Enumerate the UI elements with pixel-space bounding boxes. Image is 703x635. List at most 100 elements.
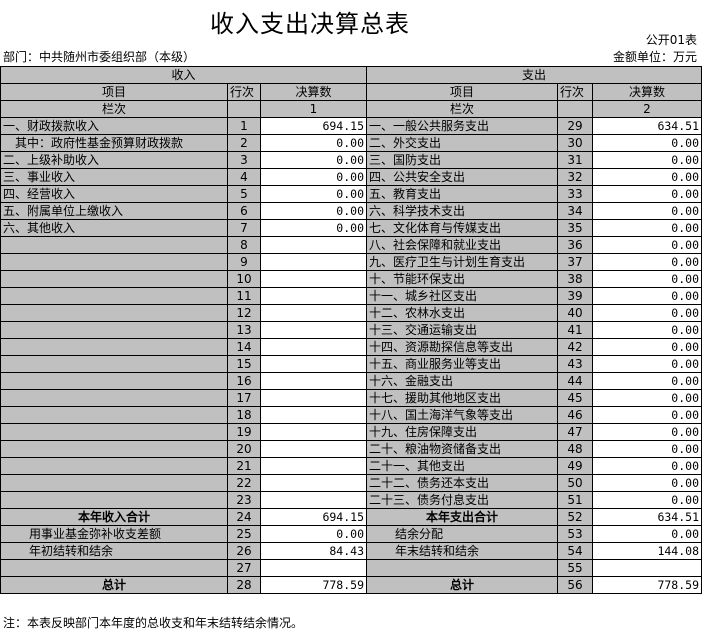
table-row: 六、其他收入 7 0.00 七、文化体育与传媒支出 35 0.00 — [0, 219, 702, 237]
expense-amount: 0.00 — [592, 202, 702, 220]
income-row-no: 24 — [227, 508, 261, 526]
table-row: 13 十三、交通运输支出 41 0.00 — [0, 321, 702, 339]
income-item — [0, 389, 228, 407]
income-amount — [260, 355, 367, 373]
income-row-no: 16 — [227, 372, 261, 390]
expense-item: 十、节能环保支出 — [366, 270, 558, 288]
income-row-no: 6 — [227, 202, 261, 220]
income-row-no: 18 — [227, 406, 261, 424]
department: 部门：中共随州市委组织部（本级） — [3, 50, 196, 64]
expense-amount: 0.00 — [592, 423, 702, 441]
income-row-no: 5 — [227, 185, 261, 203]
income-row-no: 28 — [227, 576, 261, 594]
income-item-header: 项目 — [0, 83, 228, 101]
income-item: 总计 — [0, 576, 228, 594]
table-row: 10 十、节能环保支出 38 0.00 — [0, 270, 702, 288]
table-row: 用事业基金弥补收支差额 25 0.00 结余分配 53 0.00 — [0, 525, 702, 543]
expense-amount: 778.59 — [592, 576, 702, 594]
income-row-no: 22 — [227, 474, 261, 492]
table-row: 27 55 — [0, 559, 702, 577]
income-amount-header: 决算数 — [260, 83, 367, 101]
expense-row-no: 36 — [557, 236, 593, 254]
expense-amount: 0.00 — [592, 457, 702, 475]
table-row: 21 二十一、其他支出 49 0.00 — [0, 457, 702, 475]
income-amount: 84.43 — [260, 542, 367, 560]
expense-amount: 0.00 — [592, 321, 702, 339]
expense-row-no: 52 — [557, 508, 593, 526]
expense-amount: 0.00 — [592, 270, 702, 288]
income-row-no: 20 — [227, 440, 261, 458]
empty-cell — [227, 100, 261, 118]
column-index-row: 栏次 1 栏次 2 — [0, 100, 702, 118]
income-item — [0, 287, 228, 305]
income-row-no: 3 — [227, 151, 261, 169]
income-item: 二、上级补助收入 — [0, 151, 228, 169]
expense-row-no: 46 — [557, 406, 593, 424]
income-row-no: 15 — [227, 355, 261, 373]
expense-item: 十三、交通运输支出 — [366, 321, 558, 339]
section-header-row: 收入 支出 — [0, 66, 702, 84]
expense-item: 五、教育支出 — [366, 185, 558, 203]
expense-row-no: 38 — [557, 270, 593, 288]
income-item — [0, 440, 228, 458]
income-row-no: 10 — [227, 270, 261, 288]
expense-item: 十八、国土海洋气象等支出 — [366, 406, 558, 424]
expense-item: 二十、粮油物资储备支出 — [366, 440, 558, 458]
table-row: 8 八、社会保障和就业支出 36 0.00 — [0, 236, 702, 254]
table-row: 23 二十三、债务付息支出 51 0.00 — [0, 491, 702, 509]
expense-item: 结余分配 — [366, 525, 558, 543]
expense-row-no: 43 — [557, 355, 593, 373]
empty-cell — [557, 100, 593, 118]
expense-row-no: 41 — [557, 321, 593, 339]
expense-item: 二十一、其他支出 — [366, 457, 558, 475]
income-amount — [260, 338, 367, 356]
expense-row-no: 50 — [557, 474, 593, 492]
income-row-no: 8 — [227, 236, 261, 254]
expense-row-no: 45 — [557, 389, 593, 407]
income-amount — [260, 423, 367, 441]
income-amount — [260, 491, 367, 509]
expense-item: 十一、城乡社区支出 — [366, 287, 558, 305]
table-row: 17 十七、援助其他地区支出 45 0.00 — [0, 389, 702, 407]
expense-amount: 0.00 — [592, 304, 702, 322]
form-number: 公开01表 — [645, 33, 697, 47]
expense-amount: 0.00 — [592, 185, 702, 203]
income-amount — [260, 321, 367, 339]
expense-header: 支出 — [366, 66, 702, 84]
expense-row-no: 49 — [557, 457, 593, 475]
expense-item: 十二、农林水支出 — [366, 304, 558, 322]
income-row-no: 25 — [227, 525, 261, 543]
expense-item: 本年支出合计 — [366, 508, 558, 526]
income-amount: 0.00 — [260, 134, 367, 152]
income-row-no: 19 — [227, 423, 261, 441]
income-row-no: 1 — [227, 117, 261, 135]
expense-item: 二十三、债务付息支出 — [366, 491, 558, 509]
expense-amount: 0.00 — [592, 491, 702, 509]
expense-row-no: 35 — [557, 219, 593, 237]
expense-column-index: 2 — [592, 100, 702, 118]
income-amount — [260, 304, 367, 322]
expense-amount: 0.00 — [592, 134, 702, 152]
expense-amount: 0.00 — [592, 389, 702, 407]
expense-amount: 634.51 — [592, 117, 702, 135]
expense-row-no: 30 — [557, 134, 593, 152]
table-row: 19 十九、住房保障支出 47 0.00 — [0, 423, 702, 441]
income-amount: 778.59 — [260, 576, 367, 594]
table-row: 一、财政拨款收入 1 694.15 一、一般公共服务支出 29 634.51 — [0, 117, 702, 135]
expense-amount: 0.00 — [592, 287, 702, 305]
income-item: 其中：政府性基金预算财政拨款 — [0, 134, 228, 152]
expense-item: 三、国防支出 — [366, 151, 558, 169]
income-amount: 0.00 — [260, 525, 367, 543]
income-item — [0, 491, 228, 509]
expense-item-header: 项目 — [366, 83, 558, 101]
expense-amount: 0.00 — [592, 440, 702, 458]
table-row: 五、附属单位上缴收入 6 0.00 六、科学技术支出 34 0.00 — [0, 202, 702, 220]
income-row-no: 13 — [227, 321, 261, 339]
expense-amount: 0.00 — [592, 372, 702, 390]
income-amount — [260, 372, 367, 390]
expense-item: 一、一般公共服务支出 — [366, 117, 558, 135]
expense-row-no: 47 — [557, 423, 593, 441]
income-amount — [260, 270, 367, 288]
income-column-index: 1 — [260, 100, 367, 118]
table-row: 12 十二、农林水支出 40 0.00 — [0, 304, 702, 322]
